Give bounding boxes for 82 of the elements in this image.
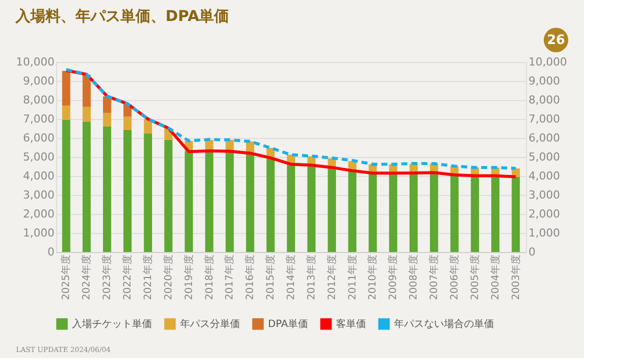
x-tick-label: 2009年度 [387, 254, 400, 300]
bar [450, 174, 459, 252]
legend-label: 入場チケット単価 [72, 318, 152, 330]
x-tick-label: 2022年度 [122, 254, 134, 300]
y2-tick-label: 10,000 [528, 56, 567, 68]
y-tick-label: 10,000 [16, 56, 54, 68]
x-tick-label: 2023年度 [101, 254, 114, 300]
bar [62, 106, 70, 120]
x-tick-label: 2011年度 [346, 254, 358, 300]
bar [246, 154, 254, 252]
x-tick-label: 2006年度 [448, 254, 460, 300]
bar [470, 176, 479, 252]
bar [348, 171, 356, 252]
x-tick-label: 2004年度 [489, 254, 502, 300]
y-tick-label: 7,000 [23, 112, 54, 126]
y2-tick-label: 1,000 [528, 226, 560, 240]
bar [62, 120, 70, 252]
y2-tick-label: 2,000 [528, 208, 560, 220]
y2-tick-label: 3,000 [528, 188, 560, 202]
y-tick-label: 5,000 [23, 150, 54, 164]
y-tick-label: 8,000 [23, 94, 54, 106]
bar [368, 174, 377, 252]
y-tick-label: 4,000 [23, 170, 54, 182]
x-tick-label: 2021年度 [142, 254, 154, 300]
x-tick-label: 2024年度 [80, 254, 93, 300]
x-tick-label: 2025年度 [60, 254, 72, 300]
legend-label: 年パスない場合の単価 [394, 318, 494, 330]
y2-tick-label: 5,000 [528, 150, 560, 164]
bar [144, 133, 152, 252]
legend-label: 年パス分単価 [180, 318, 240, 330]
bar [307, 166, 316, 252]
bar [103, 96, 112, 113]
bar [205, 152, 214, 252]
x-tick-label: 2014年度 [285, 254, 297, 300]
x-tick-label: 2003年度 [510, 254, 522, 300]
y-tick-label: 0 [48, 246, 54, 258]
y2-tick-label: 8,000 [528, 94, 560, 106]
x-tick-label: 2008年度 [408, 254, 420, 300]
bar [389, 174, 398, 252]
bar [103, 112, 112, 126]
text: 26 [546, 33, 566, 48]
x-tick-label: 2010年度 [366, 254, 379, 300]
legend-label: DPA単価 [268, 319, 308, 330]
y2-tick-label: 9,000 [528, 74, 560, 88]
x-tick-label: 2012年度 [326, 254, 338, 300]
y2-tick-label: 6,000 [528, 132, 560, 144]
bar [226, 152, 234, 252]
bar [410, 174, 418, 252]
bar [512, 176, 520, 252]
x-tick-label: 2017年度 [224, 254, 236, 300]
bar [286, 164, 296, 252]
y-tick-label: 2,000 [23, 208, 54, 220]
bar [82, 106, 91, 122]
y-tick-label: 6,000 [23, 132, 54, 144]
y2-tick-label: 0 [528, 246, 536, 258]
bar [184, 151, 193, 252]
bar [328, 168, 336, 252]
bar [123, 116, 132, 130]
chart-title: 入場料、年パス単価、DPA単価 [14, 6, 230, 25]
x-tick-label: 2020年度 [162, 254, 174, 300]
x-tick-label: 2016年度 [244, 254, 256, 300]
bar [103, 126, 112, 252]
y-tick-label: 9,000 [23, 74, 54, 88]
bar [82, 74, 91, 107]
x-tick-label: 2019年度 [182, 254, 195, 300]
bar [62, 70, 70, 106]
bar [491, 176, 500, 252]
y2-tick-label: 7,000 [528, 112, 560, 126]
legend-label: 客単価 [336, 318, 366, 330]
x-tick-label: 2018年度 [203, 254, 216, 300]
bar [123, 130, 132, 252]
x-tick-label: 2005年度 [468, 254, 481, 300]
bar [164, 140, 172, 252]
bar [266, 158, 275, 252]
y-tick-label: 1,000 [23, 226, 54, 240]
y2-tick-label: 4,000 [528, 170, 560, 182]
x-tick-label: 2007年度 [428, 254, 440, 300]
x-tick-label: 2015年度 [264, 254, 277, 300]
x-tick-label: 2013年度 [305, 254, 318, 300]
bar [82, 122, 91, 252]
bar [430, 173, 438, 252]
y-tick-label: 3,000 [23, 188, 54, 202]
